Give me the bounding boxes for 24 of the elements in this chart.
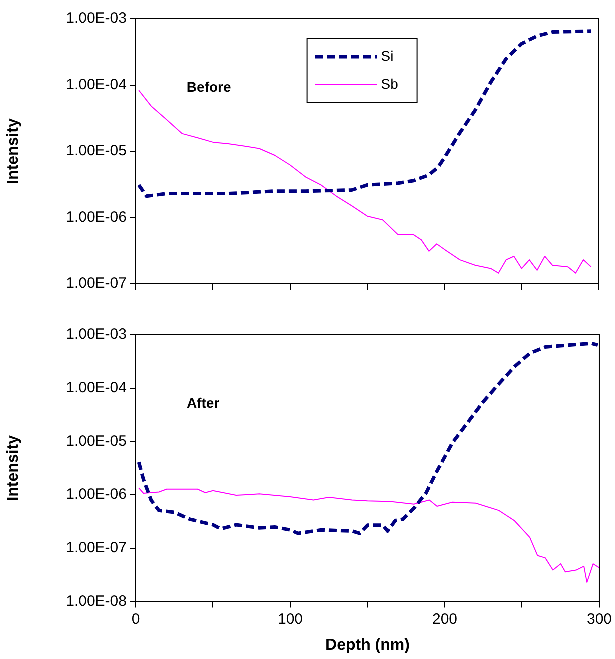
y-tick-label: 1.00E-07 [66, 275, 127, 292]
legend-label: Si [381, 48, 394, 64]
y-tick-label: 1.00E-07 [66, 540, 127, 557]
x-tick-label: 300 [586, 610, 612, 628]
x-tick-label: 0 [132, 610, 140, 628]
y-axis-title: Intensity [5, 435, 22, 502]
y-tick-label: 1.00E-03 [66, 326, 127, 344]
legend-label: Sb [381, 76, 399, 92]
y-tick-label: 1.00E-06 [66, 208, 127, 226]
y-tick-label: 1.00E-08 [66, 592, 127, 610]
y-tick-label: 1.00E-04 [66, 380, 127, 396]
line-series [137, 30, 594, 198]
y-tick-label: 1.00E-04 [66, 76, 127, 94]
x-axis-title: Depth (nm) [326, 636, 410, 654]
line-series [137, 342, 600, 536]
x-tick-label: 100 [278, 610, 304, 628]
annotation: Before [186, 78, 232, 95]
annotation: After [186, 395, 220, 412]
y-tick-label: 1.00E-05 [66, 142, 127, 160]
y-tick-label: 1.00E-03 [66, 10, 127, 28]
x-tick-label: 200 [432, 610, 458, 628]
y-tick-label: 1.00E-05 [66, 432, 127, 450]
y-axis-title: Intensity [5, 118, 22, 184]
y-tick-label: 1.00E-06 [66, 486, 127, 504]
